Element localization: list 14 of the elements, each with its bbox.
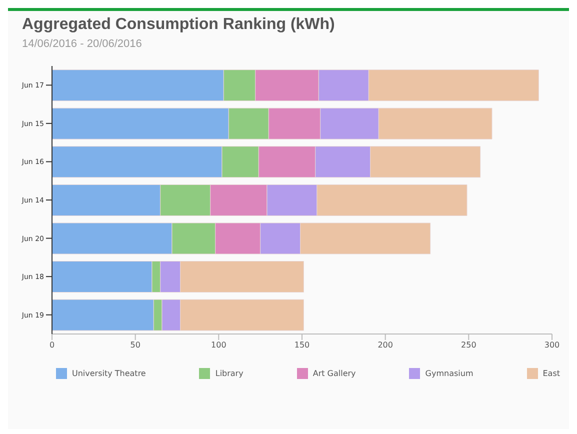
chart-subtitle: 14/06/2016 - 20/06/2016	[22, 38, 142, 50]
x-tick-label: 150	[294, 340, 310, 350]
legend-label: Library	[215, 369, 244, 378]
x-tick-label: 50	[130, 340, 140, 350]
x-tick-label: 0	[49, 340, 55, 350]
legend-label: Art Gallery	[312, 369, 356, 378]
chart-title: Aggregated Consumption Ranking (kWh)	[22, 16, 335, 34]
legend-label: East	[542, 369, 560, 378]
x-tick-label: 250	[461, 340, 476, 350]
legend-label: Gymnasium	[425, 369, 474, 378]
x-tick-label: 100	[211, 340, 226, 350]
legend-label: University Theatre	[72, 369, 146, 378]
x-tick-label: 300	[544, 340, 560, 350]
x-tick-label: 200	[378, 340, 393, 350]
